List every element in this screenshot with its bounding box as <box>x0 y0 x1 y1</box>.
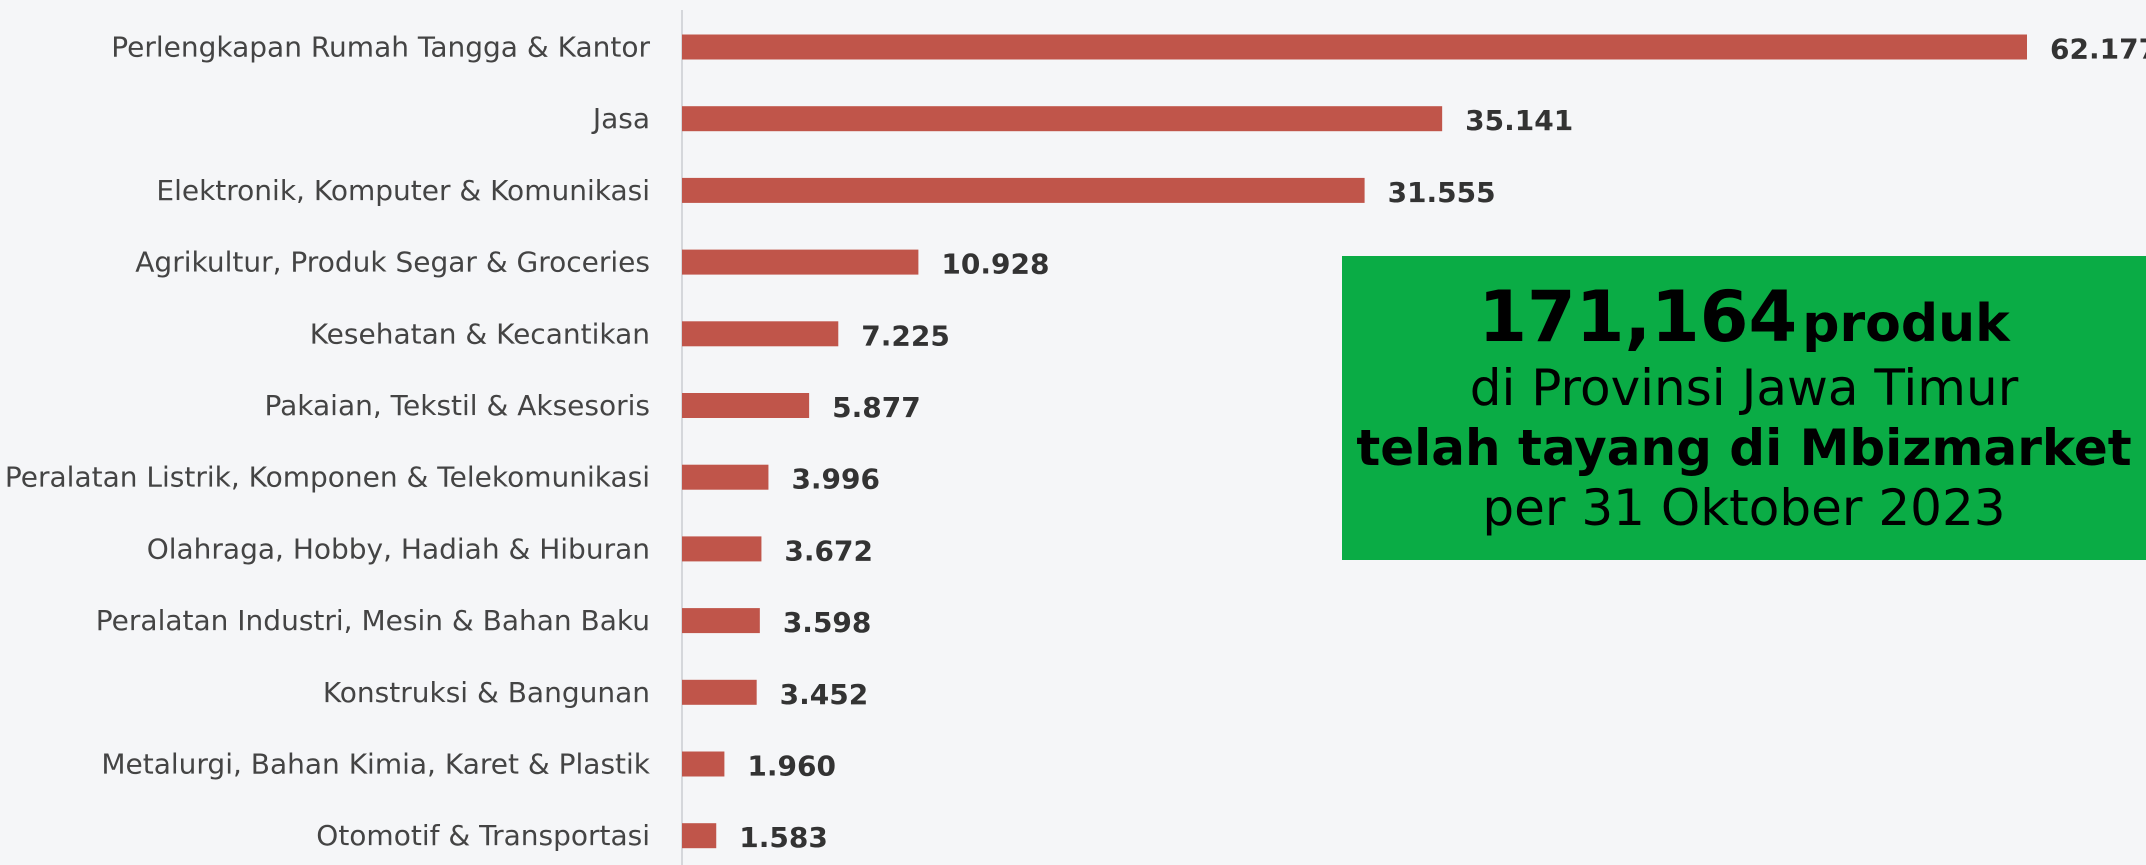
summary-date: per 31 Oktober 2023 <box>1482 479 2006 537</box>
bar <box>682 536 762 562</box>
bar <box>682 608 760 634</box>
bar <box>682 34 2027 60</box>
category-label: Perlengkapan Rumah Tangga & Kantor <box>111 31 650 64</box>
category-label: Pakaian, Tekstil & Aksesoris <box>265 389 650 422</box>
value-label: 3.672 <box>784 534 873 567</box>
bar <box>682 249 919 275</box>
category-label: Metalurgi, Bahan Kimia, Karet & Plastik <box>101 748 650 781</box>
summary-box: 171,164 produk di Provinsi Jawa Timur te… <box>1342 256 2146 560</box>
bar <box>682 106 1443 132</box>
summary-headline: 171,164 produk <box>1478 282 2009 352</box>
bar <box>682 321 839 347</box>
category-label: Peralatan Industri, Mesin & Bahan Baku <box>96 604 650 637</box>
category-label: Kesehatan & Kecantikan <box>310 317 650 350</box>
category-label: Agrikultur, Produk Segar & Groceries <box>135 246 650 279</box>
category-label: Konstruksi & Bangunan <box>323 676 650 709</box>
value-label: 7.225 <box>861 319 950 352</box>
value-label: 3.996 <box>791 463 880 496</box>
summary-location: di Provinsi Jawa Timur <box>1469 359 2019 417</box>
bar <box>682 177 1365 203</box>
value-label: 35.141 <box>1465 104 1573 137</box>
category-label: Jasa <box>591 102 650 135</box>
summary-number: 171,164 <box>1478 276 1798 358</box>
value-label: 3.452 <box>780 678 869 711</box>
bar <box>682 823 717 849</box>
category-label: Elektronik, Komputer & Komunikasi <box>156 174 650 207</box>
category-label: Olahraga, Hobby, Hadiah & Hiburan <box>147 532 650 565</box>
value-label: 10.928 <box>941 248 1049 281</box>
bar <box>682 393 810 418</box>
bar <box>682 464 769 490</box>
summary-status: telah tayang di Mbizmarket <box>1356 419 2132 477</box>
category-label: Peralatan Listrik, Komponen & Telekomuni… <box>5 461 650 494</box>
value-label: 5.877 <box>832 391 921 424</box>
value-label: 62.177 <box>2050 33 2146 66</box>
category-label: Otomotif & Transportasi <box>316 819 650 852</box>
value-label: 1.583 <box>739 821 828 854</box>
bar <box>682 679 757 705</box>
value-label: 31.555 <box>1388 176 1496 209</box>
summary-unit: produk <box>1802 294 2010 354</box>
value-label: 3.598 <box>783 606 872 639</box>
bar <box>682 751 725 777</box>
value-label: 1.960 <box>747 750 836 783</box>
